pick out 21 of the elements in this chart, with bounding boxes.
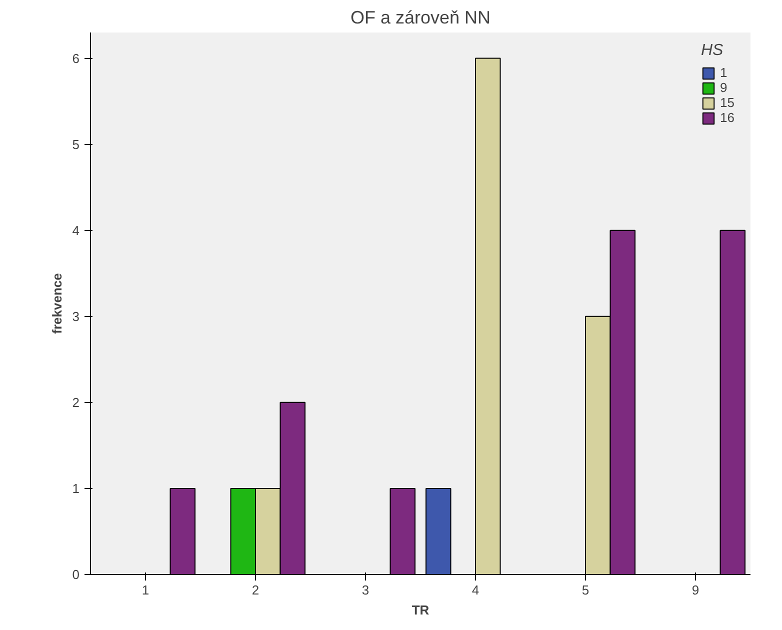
x-tick-label: 2 bbox=[252, 582, 260, 598]
y-tick-label: 0 bbox=[72, 567, 80, 582]
x-tick-label: 4 bbox=[472, 582, 480, 598]
chart-title: OF a zároveň NN bbox=[350, 8, 491, 28]
y-tick-label: 6 bbox=[72, 50, 80, 66]
legend-label: 1 bbox=[720, 65, 728, 80]
x-tick-label: 9 bbox=[692, 582, 700, 598]
y-tick-label: 4 bbox=[72, 222, 80, 238]
y-tick-label: 1 bbox=[72, 480, 80, 496]
y-tick-label: 5 bbox=[72, 136, 80, 152]
y-axis-title: frekvence bbox=[49, 273, 64, 334]
legend-label: 9 bbox=[720, 80, 728, 95]
x-tick-label: 5 bbox=[582, 582, 590, 598]
legend-label: 15 bbox=[720, 95, 736, 110]
x-tick-label: 1 bbox=[142, 582, 150, 598]
x-tick-label: 3 bbox=[362, 582, 370, 598]
x-axis-title: TR bbox=[412, 602, 430, 618]
y-tick-label: 2 bbox=[72, 394, 80, 410]
y-tick-label: 3 bbox=[72, 308, 80, 324]
legend-label: 16 bbox=[720, 110, 736, 125]
legend-title: HS bbox=[701, 42, 724, 60]
